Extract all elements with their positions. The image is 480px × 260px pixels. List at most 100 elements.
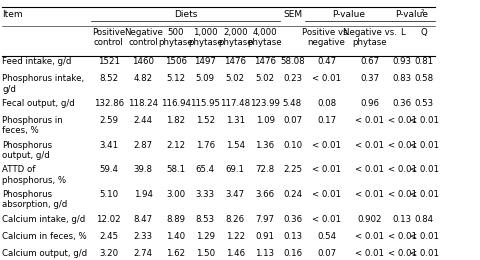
Text: 65.4: 65.4 xyxy=(195,165,215,174)
Text: 5.10: 5.10 xyxy=(99,190,118,199)
Text: 2.74: 2.74 xyxy=(133,249,153,258)
Text: 1.76: 1.76 xyxy=(195,141,215,150)
Text: 1.50: 1.50 xyxy=(195,249,215,258)
Text: 0.13: 0.13 xyxy=(282,232,301,241)
Text: 117.48: 117.48 xyxy=(220,99,250,108)
Text: 8.53: 8.53 xyxy=(195,215,215,224)
Text: 1.94: 1.94 xyxy=(133,190,153,199)
Text: Phosphorus in
feces, %: Phosphorus in feces, % xyxy=(2,116,63,135)
Text: 8.89: 8.89 xyxy=(166,215,185,224)
Text: 1.36: 1.36 xyxy=(255,141,274,150)
Text: < 0.01: < 0.01 xyxy=(312,141,340,150)
Text: < 0.01: < 0.01 xyxy=(387,116,416,125)
Text: 0.47: 0.47 xyxy=(316,57,336,67)
Text: 3.47: 3.47 xyxy=(225,190,244,199)
Text: 0.91: 0.91 xyxy=(255,232,274,241)
Text: < 0.01: < 0.01 xyxy=(355,116,384,125)
Text: 118.24: 118.24 xyxy=(128,99,158,108)
Text: < 0.01: < 0.01 xyxy=(387,141,416,150)
Text: 0.37: 0.37 xyxy=(360,74,379,83)
Text: Negative
control: Negative control xyxy=(124,28,162,48)
Text: < 0.01: < 0.01 xyxy=(387,249,416,258)
Text: 0.07: 0.07 xyxy=(316,249,336,258)
Text: 1476: 1476 xyxy=(253,57,276,67)
Text: 1.29: 1.29 xyxy=(195,232,215,241)
Text: Item: Item xyxy=(2,10,23,19)
Text: 0.54: 0.54 xyxy=(316,232,336,241)
Text: 1.40: 1.40 xyxy=(166,232,185,241)
Text: 132.86: 132.86 xyxy=(94,99,123,108)
Text: 5.48: 5.48 xyxy=(282,99,301,108)
Text: < 0.01: < 0.01 xyxy=(355,232,384,241)
Text: 0.23: 0.23 xyxy=(282,74,301,83)
Text: 1506: 1506 xyxy=(164,57,186,67)
Text: < 0.01: < 0.01 xyxy=(387,165,416,174)
Text: 2.45: 2.45 xyxy=(99,232,118,241)
Text: 3.00: 3.00 xyxy=(166,190,185,199)
Text: 3.20: 3.20 xyxy=(99,249,118,258)
Text: 2.59: 2.59 xyxy=(99,116,118,125)
Text: ATTD of
phosphorus, %: ATTD of phosphorus, % xyxy=(2,165,66,185)
Text: 58.1: 58.1 xyxy=(166,165,185,174)
Text: < 0.01: < 0.01 xyxy=(355,165,384,174)
Text: 2.33: 2.33 xyxy=(133,232,153,241)
Text: Calcium intake, g/d: Calcium intake, g/d xyxy=(2,215,85,224)
Text: < 0.01: < 0.01 xyxy=(408,116,438,125)
Text: 0.17: 0.17 xyxy=(316,116,336,125)
Text: 69.1: 69.1 xyxy=(225,165,244,174)
Text: 0.36: 0.36 xyxy=(392,99,411,108)
Text: < 0.01: < 0.01 xyxy=(312,190,340,199)
Text: 1.52: 1.52 xyxy=(195,116,215,125)
Text: < 0.01: < 0.01 xyxy=(355,190,384,199)
Text: 123.99: 123.99 xyxy=(250,99,279,108)
Text: < 0.01: < 0.01 xyxy=(408,165,438,174)
Text: 1.82: 1.82 xyxy=(166,116,185,125)
Text: Feed intake, g/d: Feed intake, g/d xyxy=(2,57,72,67)
Text: 2.87: 2.87 xyxy=(133,141,153,150)
Text: 0.81: 0.81 xyxy=(414,57,432,67)
Text: 2.12: 2.12 xyxy=(166,141,185,150)
Text: 1476: 1476 xyxy=(224,57,246,67)
Text: 1.62: 1.62 xyxy=(166,249,185,258)
Text: < 0.01: < 0.01 xyxy=(312,74,340,83)
Text: 58.08: 58.08 xyxy=(279,57,304,67)
Text: 0.07: 0.07 xyxy=(282,116,301,125)
Text: Phosphorus
absorption, g/d: Phosphorus absorption, g/d xyxy=(2,190,68,210)
Text: 3.41: 3.41 xyxy=(99,141,118,150)
Text: 8.26: 8.26 xyxy=(225,215,244,224)
Text: 12.02: 12.02 xyxy=(96,215,121,224)
Text: Diets: Diets xyxy=(174,10,197,19)
Text: 0.36: 0.36 xyxy=(282,215,301,224)
Text: 0.24: 0.24 xyxy=(282,190,301,199)
Text: 1,000
phytase: 1,000 phytase xyxy=(188,28,222,48)
Text: 4,000
phytase: 4,000 phytase xyxy=(247,28,282,48)
Text: Positive vs.
negative: Positive vs. negative xyxy=(302,28,350,48)
Text: Negative vs.
phytase: Negative vs. phytase xyxy=(342,28,396,48)
Text: 5.09: 5.09 xyxy=(195,74,215,83)
Text: 1497: 1497 xyxy=(194,57,216,67)
Text: 0.13: 0.13 xyxy=(392,215,411,224)
Text: 8.47: 8.47 xyxy=(133,215,153,224)
Text: < 0.01: < 0.01 xyxy=(387,232,416,241)
Text: 0.84: 0.84 xyxy=(414,215,432,224)
Text: 1521: 1521 xyxy=(97,57,120,67)
Text: Positive
control: Positive control xyxy=(92,28,125,48)
Text: 116.94: 116.94 xyxy=(160,99,190,108)
Text: 2.44: 2.44 xyxy=(133,116,153,125)
Text: 72.8: 72.8 xyxy=(255,165,274,174)
Text: 1.54: 1.54 xyxy=(225,141,244,150)
Text: Calcium in feces, %: Calcium in feces, % xyxy=(2,232,87,241)
Text: 0.96: 0.96 xyxy=(360,99,379,108)
Text: 1460: 1460 xyxy=(132,57,154,67)
Text: < 0.01: < 0.01 xyxy=(312,215,340,224)
Text: P-value: P-value xyxy=(331,10,364,19)
Text: L: L xyxy=(399,28,404,37)
Text: Calcium output, g/d: Calcium output, g/d xyxy=(2,249,87,258)
Text: < 0.01: < 0.01 xyxy=(312,165,340,174)
Text: P-value: P-value xyxy=(394,10,427,19)
Text: 2: 2 xyxy=(420,9,423,14)
Text: 1.22: 1.22 xyxy=(225,232,244,241)
Text: 0.67: 0.67 xyxy=(360,57,379,67)
Text: < 0.01: < 0.01 xyxy=(355,141,384,150)
Text: 0.08: 0.08 xyxy=(316,99,336,108)
